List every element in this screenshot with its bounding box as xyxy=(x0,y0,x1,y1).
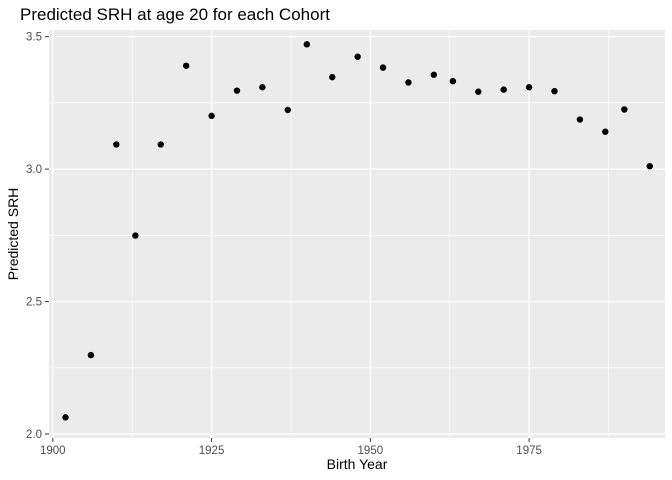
data-point xyxy=(259,84,266,91)
data-point xyxy=(303,41,311,48)
x-axis-title: Birth Year xyxy=(327,456,388,472)
data-point xyxy=(233,87,241,94)
minor-gridlines xyxy=(49,30,665,438)
data-point xyxy=(379,64,387,71)
y-axis: 2.0 2.5 3.0 3.5 xyxy=(26,32,49,441)
data-point xyxy=(284,106,291,114)
data-point xyxy=(500,86,507,93)
y-axis-title: Predicted SRH xyxy=(5,188,21,281)
data-point xyxy=(475,88,482,95)
data-point xyxy=(430,71,438,78)
x-tick-label: 1975 xyxy=(516,445,542,457)
data-point xyxy=(449,77,457,85)
y-tick-label: 2.0 xyxy=(26,429,42,441)
data-point xyxy=(602,128,609,135)
data-point xyxy=(405,79,412,86)
data-point xyxy=(113,141,120,148)
data-point xyxy=(208,112,215,120)
major-gridlines xyxy=(49,30,665,438)
data-point xyxy=(576,116,584,123)
y-tick-label: 2.5 xyxy=(26,297,42,309)
data-point xyxy=(646,162,653,170)
chart-title: Predicted SRH at age 20 for each Cohort xyxy=(20,5,330,24)
plot-panel xyxy=(49,30,665,438)
data-point xyxy=(354,53,361,60)
data-point xyxy=(621,106,628,113)
y-tick-label: 3.5 xyxy=(26,32,42,44)
data-point xyxy=(182,62,190,69)
x-axis: 1900 1925 1950 1975 xyxy=(40,438,542,457)
x-tick-label: 1900 xyxy=(40,445,66,457)
x-tick-label: 1950 xyxy=(358,445,384,457)
data-point xyxy=(62,414,69,421)
data-point xyxy=(551,88,558,95)
data-point xyxy=(132,232,139,239)
data-points xyxy=(62,41,653,421)
y-tick-label: 3.0 xyxy=(26,164,42,176)
data-point xyxy=(329,73,336,81)
data-point xyxy=(525,84,533,91)
data-point xyxy=(87,351,95,359)
data-point xyxy=(157,141,164,148)
x-tick-label: 1925 xyxy=(199,445,225,457)
